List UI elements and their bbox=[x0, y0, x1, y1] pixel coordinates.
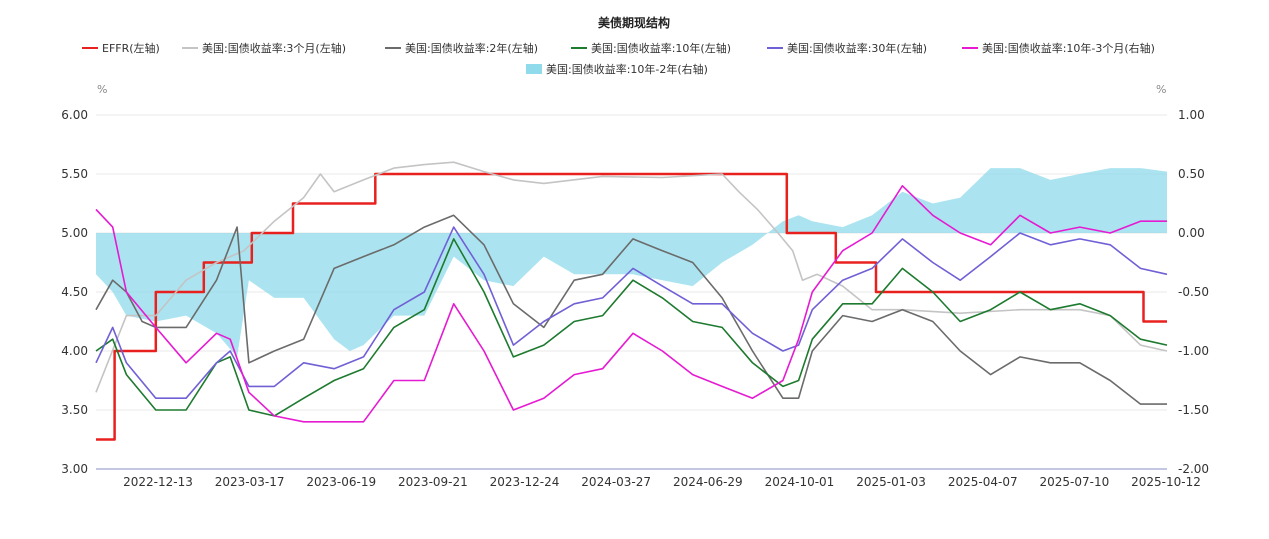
x-tick-label: 2024-10-01 bbox=[765, 475, 835, 489]
y-right-tick-label: 0.50 bbox=[1178, 167, 1205, 181]
y-right-tick-label: 0.00 bbox=[1178, 226, 1205, 240]
y-left-tick-labels: 3.00 3.50 4.00 4.50 5.00 5.50 6.00 bbox=[61, 108, 88, 476]
x-tick-label: 2025-10-12 bbox=[1131, 475, 1201, 489]
y-left-tick-label: 6.00 bbox=[61, 108, 88, 122]
y-right-tick-label: -1.50 bbox=[1178, 403, 1209, 417]
y-right-tick-label: -0.50 bbox=[1178, 285, 1209, 299]
x-tick-labels: 2022-12-13 2023-03-17 2023-06-19 2023-09-21… bbox=[123, 475, 1201, 489]
x-tick-label: 2023-03-17 bbox=[215, 475, 285, 489]
legend-item[interactable]: 美国:国债收益率:10年-3个月(右轴) bbox=[962, 41, 1155, 55]
y-left-unit: % bbox=[97, 83, 107, 96]
legend-label: 美国:国债收益率:10年-3个月(右轴) bbox=[982, 41, 1155, 55]
legend-label: 美国:国债收益率:10年-2年(右轴) bbox=[546, 62, 708, 76]
y-left-tick-label: 5.00 bbox=[61, 226, 88, 240]
y-right-tick-label: -2.00 bbox=[1178, 462, 1209, 476]
x-tick-label: 2024-03-27 bbox=[581, 475, 651, 489]
series-line bbox=[95, 161, 1168, 393]
x-tick-label: 2025-04-07 bbox=[948, 475, 1018, 489]
x-tick-label: 2023-06-19 bbox=[306, 475, 376, 489]
legend-item[interactable]: 美国:国债收益率:10年(左轴) bbox=[571, 41, 731, 55]
x-tick-label: 2024-06-29 bbox=[673, 475, 743, 489]
series-line bbox=[95, 238, 1168, 417]
y-right-tick-labels: -2.00 -1.50 -1.00 -0.50 0.00 0.50 1.00 bbox=[1178, 108, 1209, 476]
series-area bbox=[96, 168, 1167, 357]
legend-label: 美国:国债收益率:30年(左轴) bbox=[787, 41, 927, 55]
series-layer bbox=[95, 161, 1168, 441]
y-right-unit: % bbox=[1156, 83, 1166, 96]
legend-item[interactable]: 美国:国债收益率:3个月(左轴) bbox=[182, 41, 346, 55]
y-left-tick-label: 4.50 bbox=[61, 285, 88, 299]
y-right-tick-label: 1.00 bbox=[1178, 108, 1205, 122]
legend-item[interactable]: 美国:国债收益率:2年(左轴) bbox=[385, 41, 538, 55]
y-left-tick-label: 4.00 bbox=[61, 344, 88, 358]
series-line bbox=[95, 214, 1167, 405]
legend-swatch bbox=[526, 64, 542, 74]
y-left-tick-label: 5.50 bbox=[61, 167, 88, 181]
series-line bbox=[96, 172, 1167, 441]
legend-label: 美国:国债收益率:10年(左轴) bbox=[591, 41, 731, 55]
legend-label: 美国:国债收益率:2年(左轴) bbox=[405, 41, 538, 55]
x-tick-label: 2022-12-13 bbox=[123, 475, 193, 489]
legend[interactable]: EFFR(左轴) 美国:国债收益率:3个月(左轴) 美国:国债收益率:2年(左轴) 美… bbox=[82, 41, 1155, 76]
legend-label: 美国:国债收益率:3个月(左轴) bbox=[202, 41, 346, 55]
y-left-tick-label: 3.00 bbox=[61, 462, 88, 476]
x-tick-label: 2025-01-03 bbox=[856, 475, 926, 489]
legend-item[interactable]: 美国:国债收益率:30年(左轴) bbox=[767, 41, 927, 55]
legend-item[interactable]: EFFR(左轴) bbox=[82, 41, 160, 55]
legend-label: EFFR(左轴) bbox=[102, 41, 160, 55]
x-tick-label: 2023-09-21 bbox=[398, 475, 468, 489]
y-right-tick-label: -1.00 bbox=[1178, 344, 1209, 358]
x-tick-label: 2025-07-10 bbox=[1039, 475, 1109, 489]
x-tick-label: 2023-12-24 bbox=[490, 475, 560, 489]
chart-title: 美债期现结构 bbox=[598, 15, 670, 30]
series-line bbox=[95, 226, 1168, 399]
legend-item[interactable]: 美国:国债收益率:10年-2年(右轴) bbox=[526, 62, 708, 76]
series-line bbox=[95, 185, 1167, 423]
y-left-tick-label: 3.50 bbox=[61, 403, 88, 417]
